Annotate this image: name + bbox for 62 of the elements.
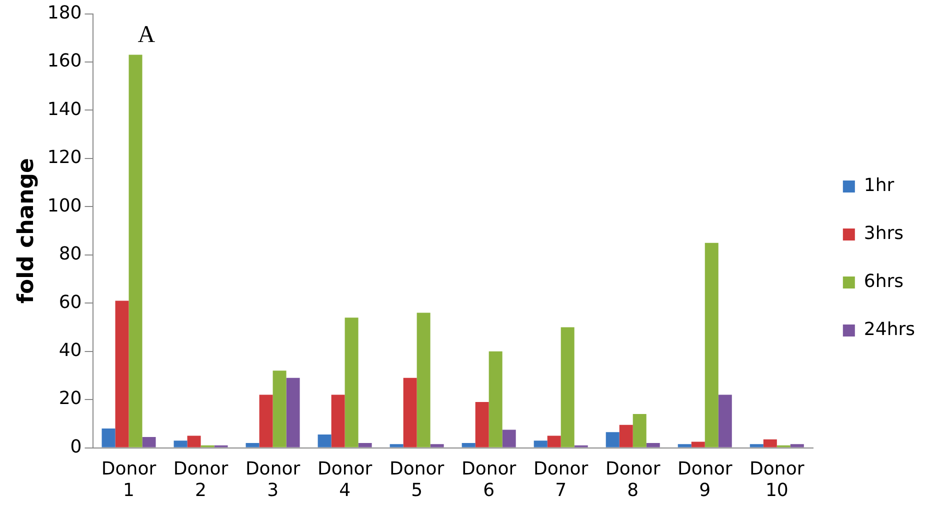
x-tick-label: Donor 2 [173, 458, 229, 501]
bar [318, 434, 332, 448]
legend-label: 24hrs [864, 319, 916, 340]
x-tick-label: Donor 4 [317, 458, 373, 501]
x-tick-label: Donor 6 [461, 458, 517, 501]
bar [390, 444, 404, 448]
x-tick-label: Donor 3 [245, 458, 301, 501]
bar [763, 439, 777, 448]
bar [678, 444, 692, 448]
bar [142, 436, 156, 448]
y-tick-label: 60 [58, 292, 82, 313]
bar [704, 242, 718, 448]
bar [286, 378, 300, 448]
bar [632, 414, 646, 448]
bar [115, 300, 129, 448]
y-tick-label: 80 [58, 244, 82, 265]
bar [560, 327, 574, 448]
y-tick-label: 120 [47, 147, 82, 168]
bar [272, 370, 286, 448]
y-tick-label: 140 [47, 98, 82, 120]
bar [646, 442, 660, 448]
y-tick-label: 180 [47, 2, 82, 24]
bar [462, 442, 476, 448]
y-axis-title: fold change [14, 158, 39, 304]
y-tick-label: 40 [58, 340, 82, 362]
bar [102, 428, 116, 448]
bar [750, 444, 764, 448]
bar [718, 394, 732, 448]
y-tick-label: 160 [47, 50, 82, 72]
bar [174, 440, 188, 448]
bar [619, 424, 633, 448]
x-tick-label: Donor 5 [389, 458, 445, 501]
bar [547, 436, 561, 448]
legend-label: 6hrs [864, 271, 904, 292]
bar [358, 442, 372, 448]
x-tick-label: Donor 10 [750, 458, 805, 501]
bar [416, 312, 430, 448]
bar [502, 430, 516, 448]
bar [331, 394, 345, 448]
bar [790, 444, 804, 448]
bar [488, 351, 502, 448]
y-tick-label: 0 [70, 436, 82, 458]
bar [259, 394, 273, 448]
bar [187, 436, 201, 448]
bar [606, 432, 620, 448]
bar [344, 318, 358, 448]
x-tick-label: Donor 7 [534, 458, 589, 501]
y-tick-label: 20 [58, 388, 82, 410]
bar [128, 54, 142, 448]
x-tick-label: Donor 8 [606, 458, 661, 501]
annotation: A [138, 22, 156, 48]
bar [534, 440, 548, 448]
legend-label: 3hrs [864, 223, 904, 244]
legend-label: 1hr [864, 175, 895, 196]
x-tick-label: Donor 9 [678, 458, 733, 501]
y-tick-label: 100 [47, 195, 82, 216]
bar [691, 442, 705, 448]
bar [403, 378, 417, 448]
x-tick-label: Donor 1 [101, 458, 157, 501]
bar [475, 402, 489, 448]
bar [246, 442, 260, 448]
bar [430, 444, 444, 448]
